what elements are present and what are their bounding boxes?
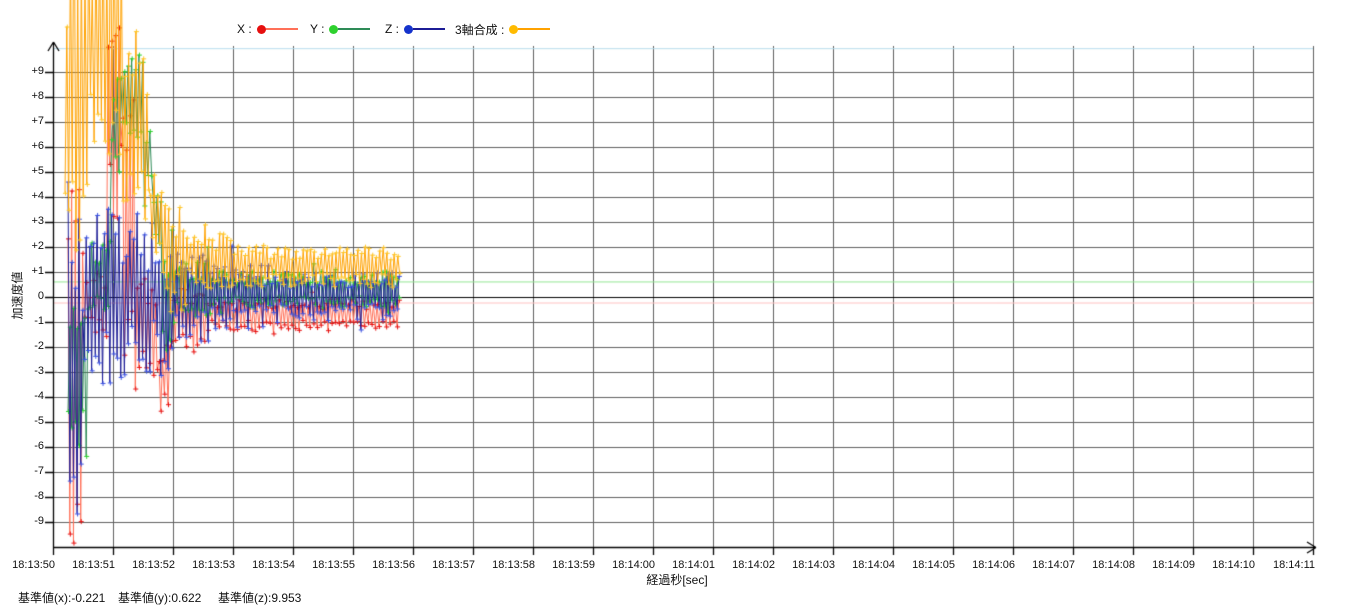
x-tick-label: 18:13:59 (552, 559, 595, 571)
baseline-value-y: 基準値(y):0.622 (118, 591, 202, 605)
y-axis-title: 加速度値 (10, 271, 25, 320)
x-tick-label: 18:14:07 (1032, 559, 1075, 571)
y-tick-label: +9 (31, 65, 44, 77)
legend-item-x: X : (237, 20, 298, 38)
y-tick-label: +4 (31, 190, 44, 202)
y-tick-label: -3 (34, 365, 44, 377)
x-tick-label: 18:14:10 (1212, 559, 1255, 571)
baseline-value-z: 基準値(z):9.953 (218, 591, 302, 605)
x-tick-label: 18:13:58 (492, 559, 535, 571)
x-tick-label: 18:13:54 (252, 559, 295, 571)
x-tick-label: 18:13:51 (72, 559, 115, 571)
legend-label: Z : (385, 22, 399, 36)
x-tick-label: 18:13:56 (372, 559, 415, 571)
legend-item-z: Z : (385, 20, 445, 38)
y-tick-label: +7 (31, 115, 44, 127)
x-tick-label: 18:14:08 (1092, 559, 1135, 571)
y-tick-label: -8 (34, 490, 44, 502)
x-tick-label: 18:13:50 (12, 559, 55, 571)
x-tick-label: 18:13:52 (132, 559, 175, 571)
legend-marker-dot-icon (509, 24, 519, 34)
legend-item-composite: 3軸合成 : (455, 20, 551, 38)
y-tick-label: -6 (34, 440, 44, 452)
y-tick-label: -2 (34, 340, 44, 352)
y-tick-label: +3 (31, 215, 44, 227)
legend-line-sample (518, 28, 551, 30)
x-tick-label: 18:13:53 (192, 559, 235, 571)
legend: X : Y : Z : 3軸合成 : (0, 20, 1350, 38)
legend-marker-dot-icon (329, 24, 339, 34)
y-tick-label: -5 (34, 415, 44, 427)
legend-label: X : (237, 22, 252, 36)
y-tick-label: +8 (31, 90, 44, 102)
legend-item-y: Y : (310, 20, 371, 38)
x-tick-label: 18:14:09 (1152, 559, 1195, 571)
x-tick-label: 18:14:06 (972, 559, 1015, 571)
legend-label: 3軸合成 : (455, 22, 505, 37)
x-tick-label: 18:14:03 (792, 559, 835, 571)
y-tick-label: -4 (34, 390, 44, 402)
y-tick-label: +5 (31, 165, 44, 177)
legend-line-sample (413, 28, 445, 30)
x-tick-label: 18:14:11 (1272, 559, 1315, 571)
x-tick-label: 18:14:05 (912, 559, 955, 571)
x-tick-label: 18:14:04 (852, 559, 895, 571)
baseline-value-x: 基準値(x):-0.221 (18, 591, 106, 605)
legend-marker-dot-icon (404, 24, 413, 34)
x-tick-label: 18:13:57 (432, 559, 475, 571)
legend-marker-dot-icon (256, 24, 266, 34)
y-tick-label: +6 (31, 140, 44, 152)
y-tick-label: -9 (34, 515, 44, 527)
x-tick-label: 18:13:55 (312, 559, 355, 571)
y-tick-label: +2 (31, 240, 44, 252)
x-axis-title: 経過秒[sec] (646, 573, 708, 587)
legend-line-sample (338, 28, 371, 30)
legend-label: Y : (310, 22, 325, 36)
legend-line-sample (265, 28, 298, 30)
y-tick-label: -7 (34, 465, 44, 477)
baseline-values: 基準値(x):-0.221 基準値(y):0.622 基準値(z):9.953 (0, 589, 1350, 605)
